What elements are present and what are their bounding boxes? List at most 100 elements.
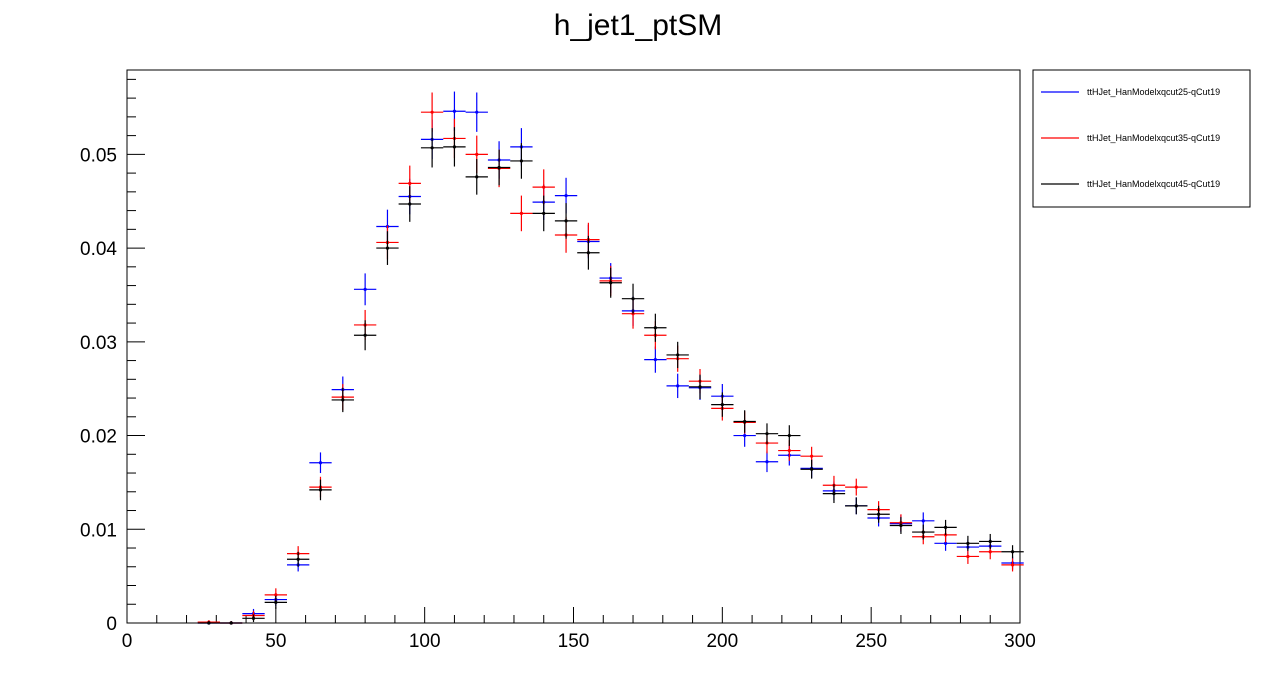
data-point [845, 497, 868, 515]
point-marker [408, 181, 412, 186]
data-point [309, 452, 332, 474]
point-marker [854, 485, 858, 489]
point-marker [519, 159, 524, 163]
point-marker [251, 616, 256, 620]
point-marker [988, 550, 992, 554]
data-point [331, 387, 354, 413]
point-marker [341, 398, 345, 402]
point-marker [676, 353, 680, 357]
data-point [1001, 545, 1024, 559]
point-marker [787, 448, 791, 453]
point-marker [765, 432, 769, 436]
point-marker [363, 287, 367, 291]
y-tick-label: 0.03 [80, 333, 117, 354]
point-marker [1010, 563, 1015, 567]
series-3 [197, 127, 1024, 625]
legend-label: ttHJet_HanModelxqcut35-qCut19 [1087, 133, 1220, 143]
point-marker [586, 251, 590, 255]
point-marker [274, 600, 278, 604]
legend-label: ttHJet_HanModelxqcut25-qCut19 [1087, 87, 1220, 97]
data-point [443, 127, 466, 167]
point-marker [943, 525, 948, 529]
data-point [242, 614, 265, 623]
data-point [688, 374, 712, 399]
point-marker [720, 403, 724, 407]
series-layer [197, 91, 1024, 625]
x-tick-label: 250 [855, 631, 887, 652]
point-marker [475, 110, 479, 114]
point-marker [810, 454, 814, 458]
y-tick-label: 0.02 [80, 427, 117, 448]
series-1 [197, 91, 1024, 625]
point-marker [653, 326, 657, 330]
point-marker [542, 185, 546, 189]
data-point [510, 195, 533, 232]
data-point [510, 143, 533, 179]
data-point [934, 519, 957, 535]
point-marker [787, 433, 791, 438]
point-marker [385, 246, 390, 250]
point-marker [676, 384, 680, 388]
data-point [956, 535, 980, 551]
legend-label: ttHJet_HanModelxqcut45-qCut19 [1087, 179, 1220, 189]
y-tick-label: 0 [106, 614, 117, 635]
data-point [621, 283, 645, 314]
data-point [711, 392, 734, 417]
point-marker [609, 281, 613, 285]
data-point [309, 479, 332, 501]
point-marker [921, 530, 925, 534]
chart-title: h_jet1_ptSM [554, 9, 722, 42]
x-tick-label: 100 [409, 631, 441, 652]
point-marker [564, 193, 568, 198]
point-marker [832, 492, 836, 496]
point-marker [274, 593, 278, 597]
x-axis: 0 50 100 150 200 250 300 [122, 607, 1036, 652]
data-point [420, 128, 444, 168]
data-point [889, 517, 913, 534]
point-marker [452, 109, 457, 113]
point-marker [475, 152, 479, 156]
data-point [644, 346, 667, 373]
point-marker [497, 165, 501, 170]
point-marker [296, 557, 300, 561]
data-point [733, 410, 756, 433]
point-marker [430, 146, 434, 150]
point-marker [318, 488, 323, 492]
point-marker [519, 211, 524, 216]
data-point [554, 203, 578, 239]
data-point [912, 524, 935, 540]
data-point [599, 267, 622, 298]
point-marker [229, 621, 233, 625]
point-marker [810, 467, 814, 471]
data-point [353, 273, 377, 306]
data-point [532, 195, 555, 232]
point-marker [363, 333, 367, 337]
data-point [666, 341, 689, 369]
data-point [420, 92, 444, 132]
data-point [465, 159, 488, 195]
point-marker [475, 175, 479, 179]
x-tick-label: 200 [706, 631, 738, 652]
y-axis: 0 0.01 0.02 0.03 0.04 0.05 [80, 78, 145, 635]
data-point [755, 451, 779, 473]
point-marker [542, 211, 546, 216]
data-point [264, 595, 287, 609]
data-point [822, 484, 846, 504]
point-marker [698, 385, 702, 389]
point-marker [408, 202, 412, 206]
data-point [1001, 558, 1024, 572]
point-marker [743, 433, 747, 438]
legend-entries: ttHJet_HanModelxqcut25-qCut19 ttHJet_HanM… [1041, 87, 1220, 189]
point-marker [765, 460, 769, 464]
plot-frame [126, 69, 1021, 624]
data-point [376, 231, 399, 265]
point-marker [564, 219, 568, 223]
legend: ttHJet_HanModelxqcut25-qCut19 ttHJet_HanM… [1032, 69, 1251, 208]
point-marker [653, 358, 657, 362]
point-marker [430, 110, 434, 114]
x-tick-label: 0 [122, 631, 133, 652]
y-tick-label: 0.05 [80, 145, 117, 166]
point-marker [988, 539, 992, 544]
data-point [398, 186, 421, 222]
